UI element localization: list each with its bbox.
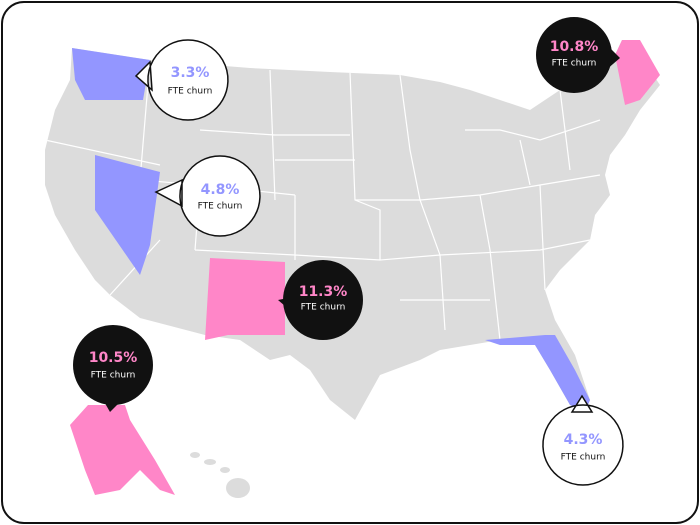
us-map — [45, 40, 660, 498]
state-florida — [485, 335, 590, 412]
state-washington — [72, 48, 150, 100]
callout-value: 3.3% — [171, 65, 210, 81]
callout: 11.3% FTE churn — [278, 260, 363, 340]
callout: 10.8% FTE churn — [536, 17, 620, 93]
callout-value: 11.3% — [299, 284, 348, 300]
state-nevada — [95, 155, 160, 275]
callout-value: 10.8% — [550, 39, 599, 55]
callout: 3.3% FTE churn — [134, 39, 229, 121]
callout-value: 4.3% — [564, 432, 603, 448]
callout-value: 4.8% — [201, 182, 240, 198]
callout-label: FTE churn — [552, 59, 597, 69]
callout-label: FTE churn — [168, 87, 213, 97]
callout: 4.3% FTE churn — [542, 394, 624, 486]
callout-label: FTE churn — [561, 453, 606, 463]
callout: 10.5% FTE churn — [73, 325, 153, 412]
state-maine — [615, 40, 660, 105]
state-alaska — [70, 405, 175, 495]
callout: 4.8% FTE churn — [154, 155, 261, 237]
hawaii — [190, 452, 250, 498]
state-new-mexico — [205, 258, 285, 340]
callout-label: FTE churn — [198, 202, 243, 212]
callout-label: FTE churn — [301, 303, 346, 313]
callout-label: FTE churn — [91, 371, 136, 381]
callout-value: 10.5% — [89, 350, 138, 366]
country-outline — [45, 40, 660, 420]
